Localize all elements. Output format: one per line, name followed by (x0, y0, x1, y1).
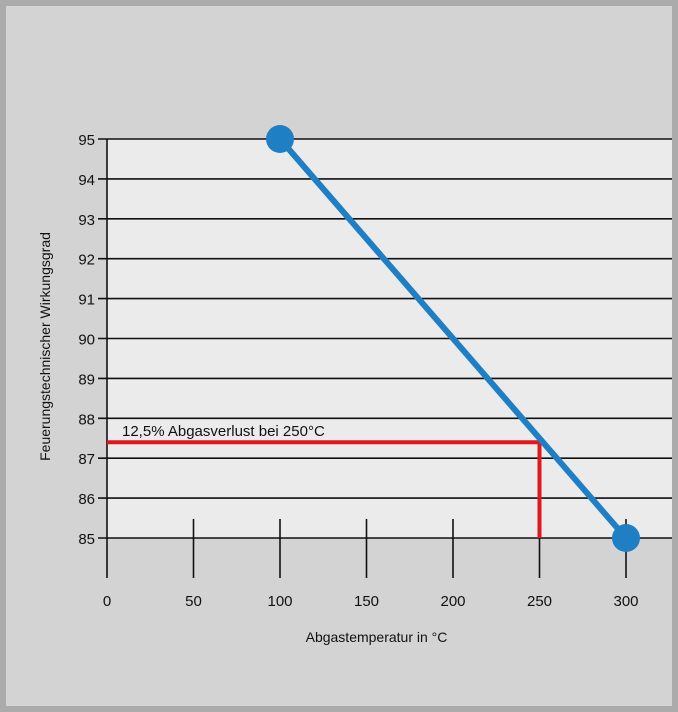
y-tick-label-87: 87 (78, 451, 95, 468)
y-axis-label: Feuerungstechnischer Wirkungsgrad (37, 232, 53, 461)
x-tick-label-200: 200 (440, 593, 465, 610)
x-tick-label-50: 50 (185, 593, 202, 610)
x-tick-label-300: 300 (613, 593, 638, 610)
x-axis-label: Abgastemperatur in °C (306, 629, 448, 645)
y-tick-label-92: 92 (78, 252, 95, 269)
y-tick-label-86: 86 (78, 491, 95, 508)
data-point-100 (266, 125, 294, 153)
y-tick-label-88: 88 (78, 411, 95, 428)
x-tick-label-0: 0 (103, 593, 111, 610)
y-tick-label-93: 93 (78, 212, 95, 229)
series-line-0 (277, 136, 629, 541)
x-tick-label-150: 150 (354, 593, 379, 610)
x-tick-label-250: 250 (527, 593, 552, 610)
data-point-300 (612, 524, 640, 552)
y-tick-label-85: 85 (78, 531, 95, 548)
y-tick-label-95: 95 (78, 132, 95, 149)
y-tick-label-89: 89 (78, 371, 95, 388)
y-tick-labels: 85 86 87 88 89 90 91 92 93 94 95 (78, 132, 95, 548)
x-tick-label-100: 100 (267, 593, 292, 610)
y-tick-label-90: 90 (78, 332, 95, 349)
x-tick-labels: 0 50 100 150 200 250 300 (103, 593, 639, 610)
series-group (266, 125, 640, 552)
y-tick-label-91: 91 (78, 292, 95, 309)
y-tick-label-94: 94 (78, 172, 95, 189)
annotation-label: 12,5% Abgasverlust bei 250°C (122, 423, 325, 440)
annotation-group: 12,5% Abgasverlust bei 250°C (107, 423, 542, 538)
